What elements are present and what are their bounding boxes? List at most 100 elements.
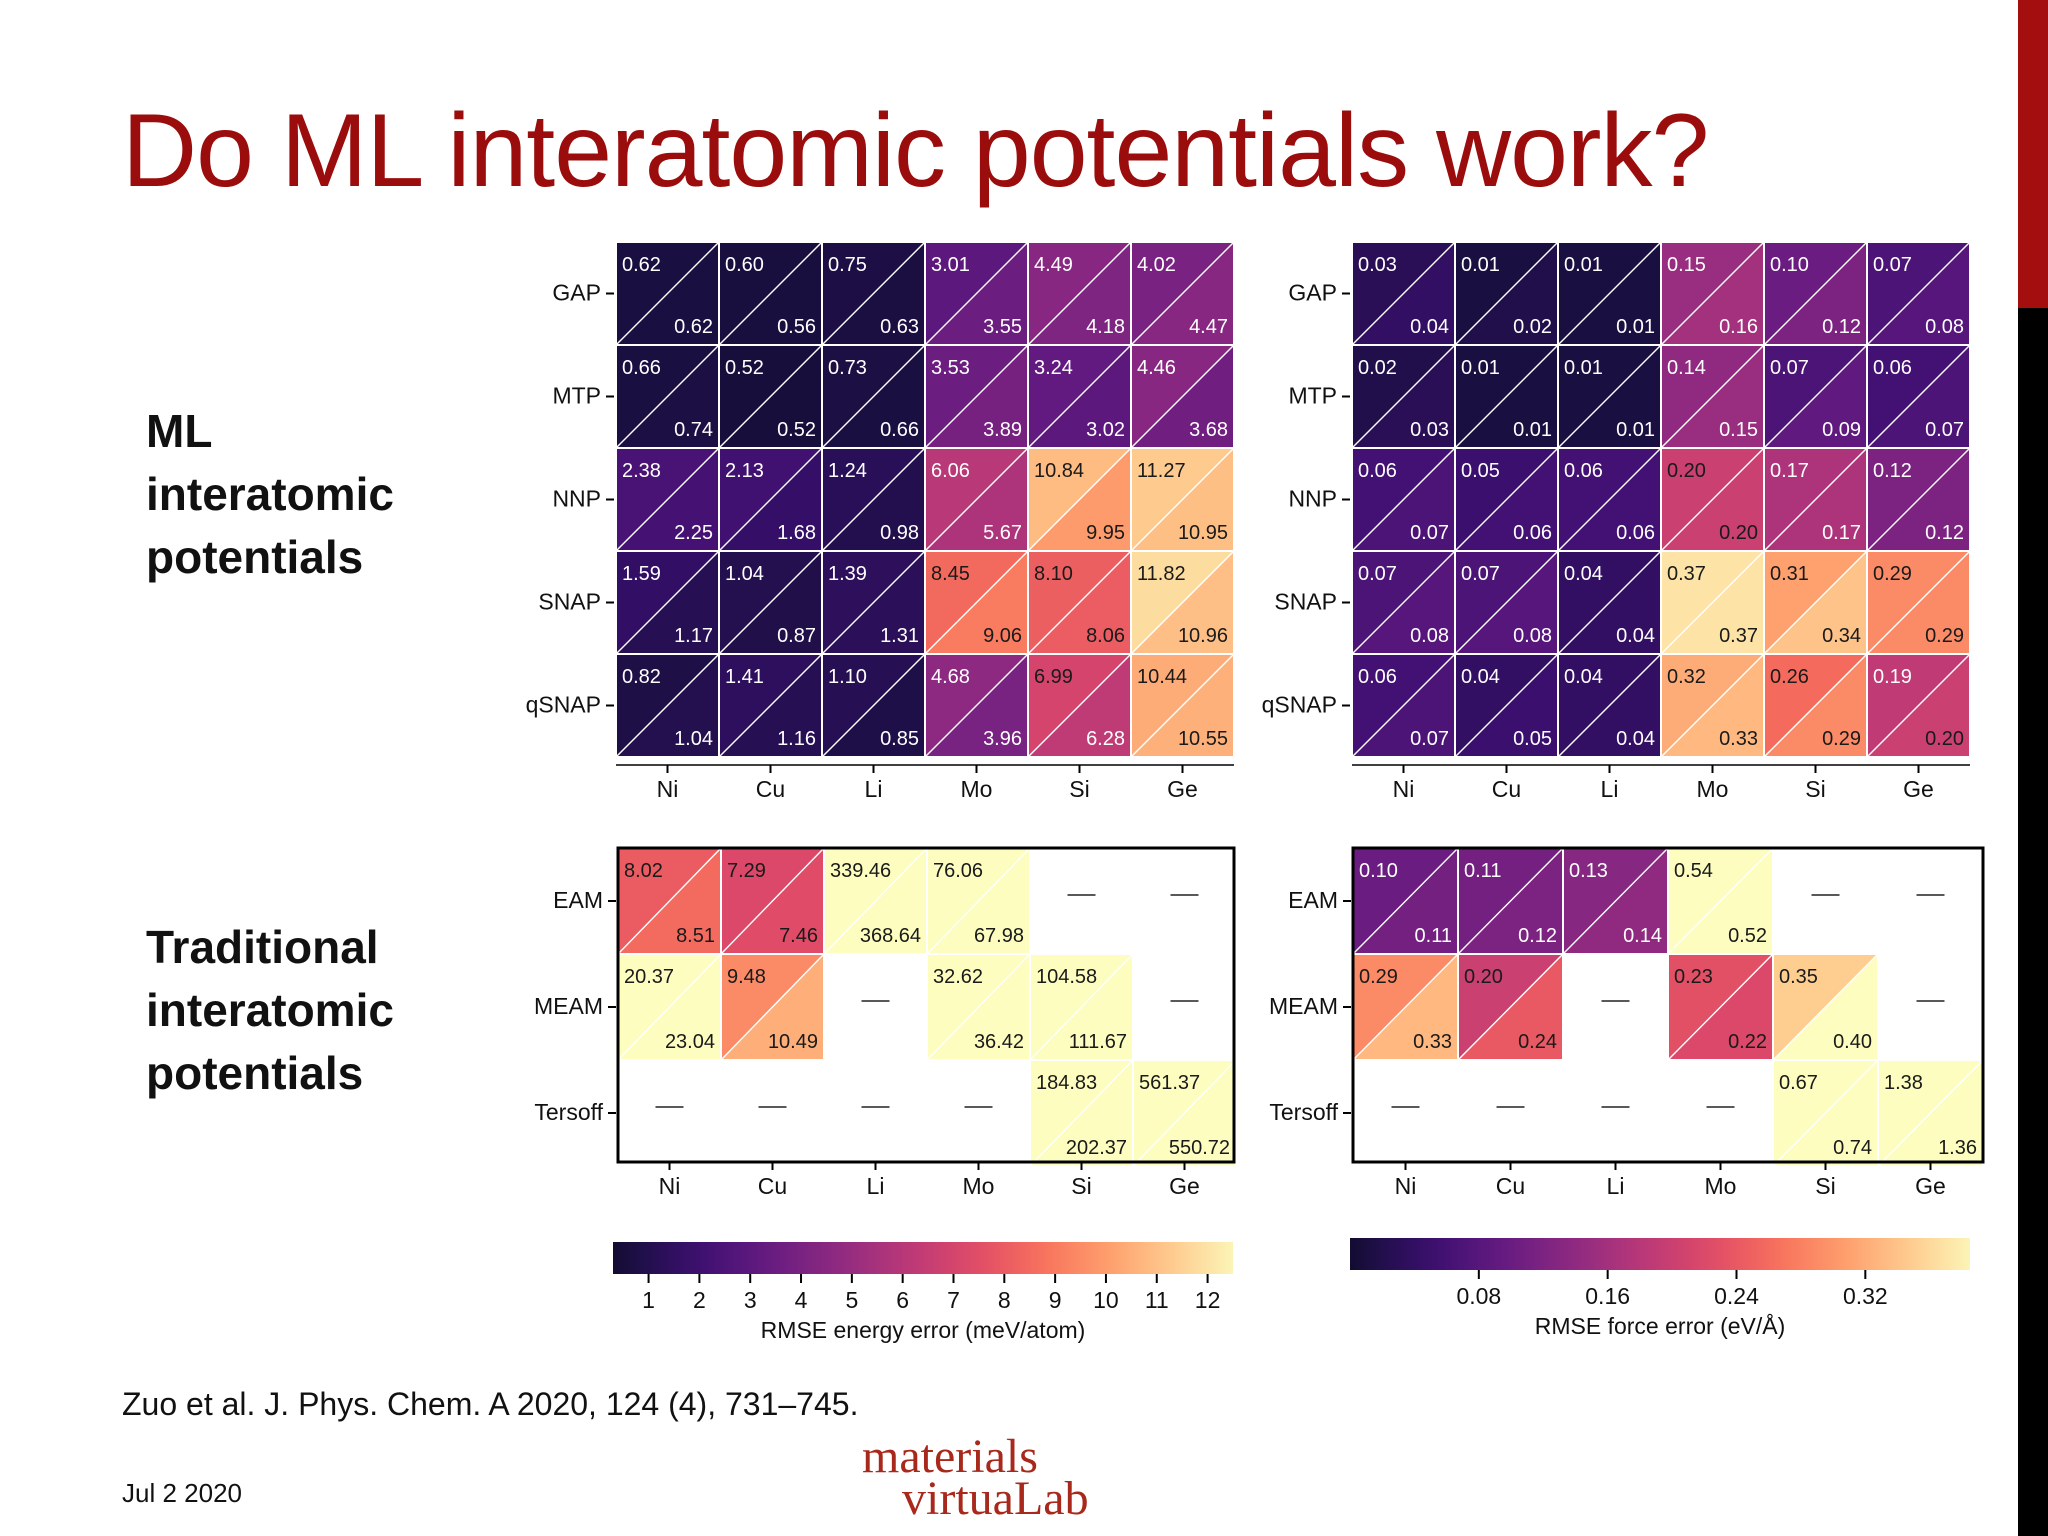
colorbar-tick-label: 10 (1093, 1287, 1119, 1313)
cell-value-lower: 1.16 (777, 728, 816, 750)
cell-value-upper: 0.04 (1564, 563, 1603, 585)
x-tick-label: Ni (659, 1173, 681, 1199)
cell-MEAM-Si: 0.35 0.40 (1772, 953, 1879, 1061)
cell-qSNAP-Si: 0.26 0.29 (1763, 653, 1868, 758)
cell-qSNAP-Mo: 0.32 0.33 (1660, 653, 1765, 758)
colorbar-tick-label: 9 (1049, 1287, 1062, 1313)
cell-diagonal (718, 344, 823, 449)
colorbar-tick-label: 11 (1145, 1287, 1169, 1313)
cell-value-upper: 1.04 (725, 563, 764, 585)
cell-value-lower: 10.55 (1178, 728, 1228, 750)
cell-diagonal (1877, 1059, 1984, 1167)
cell-SNAP-Mo: 8.45 9.06 (924, 550, 1029, 655)
x-tick-label: Si (1805, 776, 1825, 802)
heatmap-traditional-force: 0.10 0.11 0.11 0.12 0.13 0.14 0.54 0.52 0.29 0.33… (1269, 846, 1985, 1199)
cell-SNAP-Ni: 0.07 0.08 (1351, 550, 1456, 655)
cell-value-lower: 9.95 (1086, 522, 1125, 544)
panel-frame (616, 846, 1236, 1164)
cell-diagonal (1130, 447, 1235, 552)
cell-value-lower: 0.15 (1719, 419, 1758, 441)
cell-value-lower: 23.04 (665, 1031, 715, 1053)
cell-diagonal (1130, 550, 1235, 655)
cell-NNP-Cu: 0.05 0.06 (1454, 447, 1559, 552)
cell-SNAP-Cu: 0.07 0.08 (1454, 550, 1559, 655)
cell-diagonal (1866, 447, 1971, 552)
cell-EAM-Cu: 0.11 0.12 (1457, 847, 1564, 955)
cell-GAP-Cu: 0.01 0.02 (1454, 241, 1559, 346)
y-tick-label: SNAP (1274, 589, 1337, 615)
cell-MEAM-Mo: 0.23 0.22 (1667, 953, 1774, 1061)
cell-diagonal (1351, 653, 1456, 758)
cell-diagonal (1454, 241, 1559, 346)
cell-diagonal (1660, 653, 1765, 758)
cell-diagonal (615, 447, 720, 552)
cell-value-upper: 11.82 (1137, 563, 1186, 585)
cell-value-lower: 0.33 (1413, 1031, 1452, 1053)
cell-value-lower: 0.22 (1728, 1031, 1767, 1053)
x-tick-label: Cu (1492, 776, 1521, 802)
cell-diagonal (1029, 1059, 1134, 1167)
x-tick-label: Ni (1393, 776, 1415, 802)
cell-value-upper: 0.82 (622, 666, 661, 688)
x-tick-label: Ni (657, 776, 679, 802)
cell-SNAP-Si: 8.10 8.06 (1027, 550, 1132, 655)
logo-line-2: virtuaLab (902, 1472, 1089, 1525)
cell-GAP-Ge: 0.07 0.08 (1866, 241, 1971, 346)
cell-diagonal (1454, 447, 1559, 552)
cell-MTP-Li: 0.73 0.66 (821, 344, 926, 449)
cell-value-upper: 184.83 (1036, 1072, 1097, 1094)
cell-value-upper: 10.84 (1034, 460, 1084, 482)
cell-GAP-Si: 4.49 4.18 (1027, 241, 1132, 346)
x-tick-label: Li (867, 1173, 885, 1199)
cell-value-lower: 0.02 (1513, 316, 1552, 338)
x-tick-label: Si (1815, 1173, 1835, 1199)
x-tick-label: Mo (963, 1173, 995, 1199)
cell-value-lower: 67.98 (974, 925, 1024, 947)
cell-value-lower: 1.36 (1938, 1137, 1977, 1159)
cell-diagonal (1660, 241, 1765, 346)
colorbar-tick-label: 6 (896, 1287, 909, 1313)
y-tick-label: NNP (552, 486, 601, 512)
cell-MEAM-Ni: 0.29 0.33 (1352, 953, 1459, 1061)
x-tick-label: Si (1071, 1173, 1091, 1199)
cell-GAP-Ni: 0.03 0.04 (1351, 241, 1456, 346)
cell-qSNAP-Cu: 1.41 1.16 (718, 653, 823, 758)
cell-value-upper: 0.66 (622, 357, 661, 379)
cell-value-upper: 4.46 (1137, 357, 1176, 379)
cell-value-upper: 32.62 (933, 966, 983, 988)
cell-value-upper: 0.17 (1770, 460, 1809, 482)
cell-value-upper: 0.29 (1359, 966, 1398, 988)
cell-diagonal (1660, 550, 1765, 655)
cell-value-upper: 0.75 (828, 254, 867, 276)
cell-value-lower: 0.12 (1925, 522, 1964, 544)
cell-MEAM-Si: 104.58 111.67 (1029, 953, 1134, 1061)
cell-value-lower: 0.14 (1623, 925, 1662, 947)
cell-diagonal (926, 847, 1031, 955)
cell-value-upper: 1.38 (1884, 1072, 1923, 1094)
x-tick-label: Cu (1496, 1173, 1525, 1199)
y-tick-label: GAP (552, 280, 601, 306)
x-tick-label: Ge (1169, 1173, 1200, 1199)
cell-GAP-Cu: 0.60 0.56 (718, 241, 823, 346)
cell-diagonal (926, 953, 1031, 1061)
cell-SNAP-Si: 0.31 0.34 (1763, 550, 1868, 655)
citation: Zuo et al. J. Phys. Chem. A 2020, 124 (4… (122, 1386, 859, 1422)
cell-value-lower: 0.09 (1822, 419, 1861, 441)
cell-value-upper: 0.35 (1779, 966, 1818, 988)
cell-GAP-Li: 0.01 0.01 (1557, 241, 1662, 346)
x-tick-label: Cu (758, 1173, 787, 1199)
cell-diagonal (1557, 447, 1662, 552)
cell-MTP-Cu: 0.01 0.01 (1454, 344, 1559, 449)
cell-MTP-Ni: 0.66 0.74 (615, 344, 720, 449)
cell-diagonal (1667, 953, 1774, 1061)
cell-value-lower: 0.11 (1415, 925, 1452, 947)
cell-value-upper: 0.13 (1569, 860, 1608, 882)
cell-value-upper: 4.02 (1137, 254, 1176, 276)
cell-value-lower: 0.04 (1616, 728, 1655, 750)
cell-value-upper: 0.54 (1674, 860, 1713, 882)
cell-value-upper: 0.06 (1564, 460, 1603, 482)
cell-diagonal (1351, 241, 1456, 346)
cell-diagonal (1027, 344, 1132, 449)
cell-value-upper: 0.02 (1358, 357, 1397, 379)
